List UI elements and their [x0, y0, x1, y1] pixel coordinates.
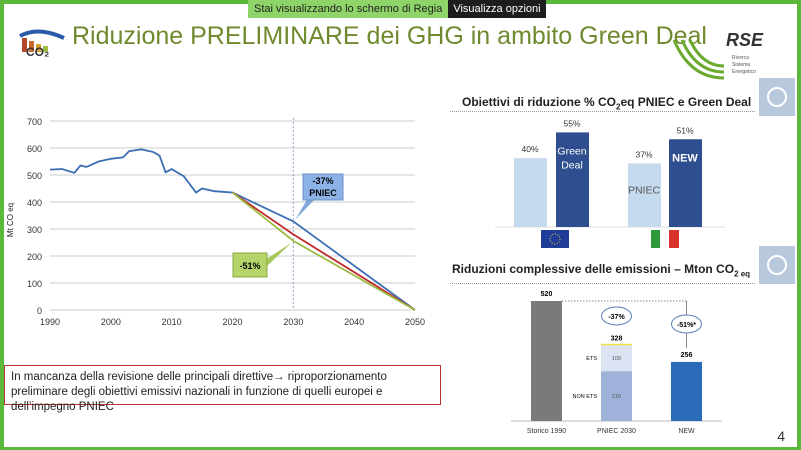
crosshair-icon[interactable]: [759, 78, 795, 116]
page-number: 4: [777, 428, 785, 444]
x-tick-label: 2040: [344, 317, 364, 327]
callout-text: -51%: [239, 261, 260, 271]
bar-value-label: 37%: [635, 149, 652, 159]
y-tick-label: 100: [27, 279, 42, 289]
slide-title: Riduzione PRELIMINARE dei GHG in ambito …: [72, 22, 707, 50]
eu-stars: [549, 233, 561, 245]
bar: [669, 139, 702, 227]
callout-text: -37%: [312, 176, 333, 186]
callout-text: PNIEC: [309, 188, 337, 198]
x-tick-label: 2050: [405, 317, 425, 327]
series-line-intermedio: [231, 191, 416, 311]
bar-inner-label: NEW: [672, 152, 698, 164]
x-tick-label: 1990: [40, 317, 60, 327]
series-line-PNIEC: [232, 191, 416, 311]
note-box: In mancanza della revisione delle princi…: [4, 365, 441, 413]
bar: [628, 163, 661, 227]
y-tick-label: 0: [37, 306, 42, 316]
x-tick-label: 2000: [101, 317, 121, 327]
eu-flag-icon: [541, 230, 569, 248]
callout-pointer: [265, 242, 292, 268]
bar-value-label: 40%: [521, 144, 538, 154]
co2-logo-icon: CO₂: [19, 29, 65, 58]
callout-ellipse: [601, 306, 632, 326]
y-tick-label: 300: [27, 225, 42, 235]
italy-flag-red: [669, 230, 679, 248]
bar-inner-label: Deal: [561, 159, 583, 171]
stack-label: ETS: [586, 356, 597, 362]
callout-ellipse: [671, 314, 702, 334]
bar-total-label: 256: [681, 352, 693, 359]
svg-text:CO₂: CO₂: [26, 45, 49, 58]
rse-logo-subtitle: Ricerca Sistema Energetico: [732, 55, 756, 75]
view-options-button[interactable]: Visualizza opzioni: [448, 0, 546, 18]
stack-value: 216: [612, 394, 621, 400]
screen-share-banner: Stai visualizzando lo schermo di Regia V…: [248, 0, 546, 18]
series-line-NEW: [231, 191, 416, 311]
bar-inner-label: Green: [557, 145, 586, 157]
x-tick-label: 2020: [222, 317, 242, 327]
rse-logo-text: RSE: [726, 30, 764, 50]
bar-value-label: 55%: [563, 118, 580, 128]
y-tick-label: 400: [27, 198, 42, 208]
targets-bar-chart: 40% 55% Green Deal 37% PNIEC 51% NEW: [495, 118, 725, 248]
x-tick-label: 2030: [283, 317, 303, 327]
callout-text: -37%: [608, 314, 625, 321]
bar-top-marker: [601, 343, 632, 346]
category-label: PNIEC 2030: [597, 428, 636, 435]
series-line-storico: [49, 148, 233, 194]
y-tick-label: 500: [27, 171, 42, 181]
reductions-bar-chart: 520 328 256 Storico 1990 PNIEC 2030 NEW 109 216…: [511, 291, 722, 435]
divider: [450, 283, 755, 284]
crosshair-icon[interactable]: [759, 246, 795, 284]
category-label: NEW: [678, 428, 695, 435]
emissions-line-chart: 0 100 200 300 400 500 600 700 1990 2000 2010 2020 20…: [6, 117, 425, 327]
bar-total-label: 328: [611, 335, 623, 342]
category-label: Storico 1990: [527, 428, 566, 435]
share-message: Stai visualizzando lo schermo di Regia: [248, 0, 449, 18]
y-tick-label: 700: [27, 117, 42, 127]
callout-pointer: [295, 198, 316, 220]
bar-value-label: 51%: [676, 125, 693, 135]
stack-value: 109: [612, 356, 621, 362]
bar-ets: [601, 345, 632, 372]
callout-new: [232, 252, 268, 278]
bar-new: [671, 361, 702, 421]
x-tick-label: 2010: [162, 317, 182, 327]
bar: [556, 132, 589, 227]
italy-flag-green: [651, 230, 660, 248]
bar: [514, 158, 547, 227]
y-tick-label: 600: [27, 144, 42, 154]
callout-text: -51%*: [677, 322, 696, 329]
bar-inner-label: PNIEC: [628, 184, 661, 196]
rse-logo: RSE Ricerca Sistema Energetico: [670, 30, 764, 90]
bar-total-label: 520: [541, 291, 553, 298]
divider: [450, 111, 755, 112]
reductions-chart-title: Riduzioni complessive delle emissioni – …: [452, 262, 751, 279]
stack-label: NON ETS: [573, 394, 598, 400]
y-axis-label: Mt CO eq: [6, 203, 15, 237]
y-tick-label: 200: [27, 252, 42, 262]
bar-non-ets: [601, 371, 632, 421]
rse-swoosh-icon: [672, 39, 725, 80]
bar-storico: [531, 301, 562, 421]
callout-pniec: [302, 173, 344, 201]
targets-chart-title: Obiettivi di riduzione % CO2eq PNIEC e G…: [462, 95, 752, 112]
